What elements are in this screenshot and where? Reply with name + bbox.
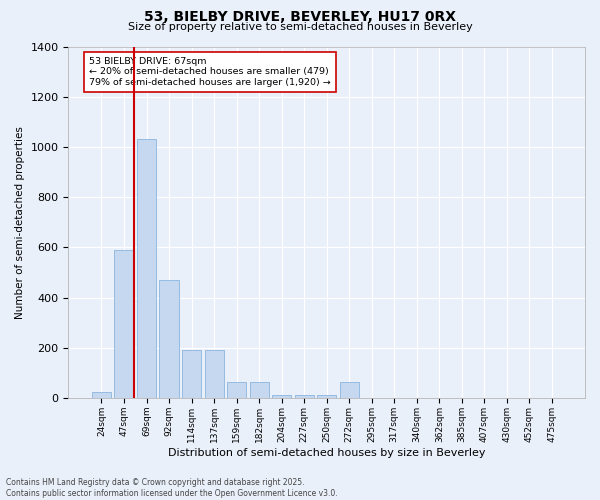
Y-axis label: Number of semi-detached properties: Number of semi-detached properties	[15, 126, 25, 318]
X-axis label: Distribution of semi-detached houses by size in Beverley: Distribution of semi-detached houses by …	[168, 448, 485, 458]
Text: 53, BIELBY DRIVE, BEVERLEY, HU17 0RX: 53, BIELBY DRIVE, BEVERLEY, HU17 0RX	[144, 10, 456, 24]
Bar	[137, 140, 156, 398]
Bar	[340, 382, 359, 398]
Bar	[115, 250, 134, 398]
Bar	[250, 382, 269, 398]
Text: Size of property relative to semi-detached houses in Beverley: Size of property relative to semi-detach…	[128, 22, 472, 32]
Bar	[317, 396, 336, 398]
Text: Contains HM Land Registry data © Crown copyright and database right 2025.
Contai: Contains HM Land Registry data © Crown c…	[6, 478, 338, 498]
Bar	[160, 280, 179, 398]
Bar	[205, 350, 224, 398]
Bar	[92, 392, 111, 398]
Bar	[295, 395, 314, 398]
Bar	[272, 395, 291, 398]
Bar	[182, 350, 201, 398]
Bar	[227, 382, 246, 398]
Text: 53 BIELBY DRIVE: 67sqm
← 20% of semi-detached houses are smaller (479)
79% of se: 53 BIELBY DRIVE: 67sqm ← 20% of semi-det…	[89, 57, 331, 87]
